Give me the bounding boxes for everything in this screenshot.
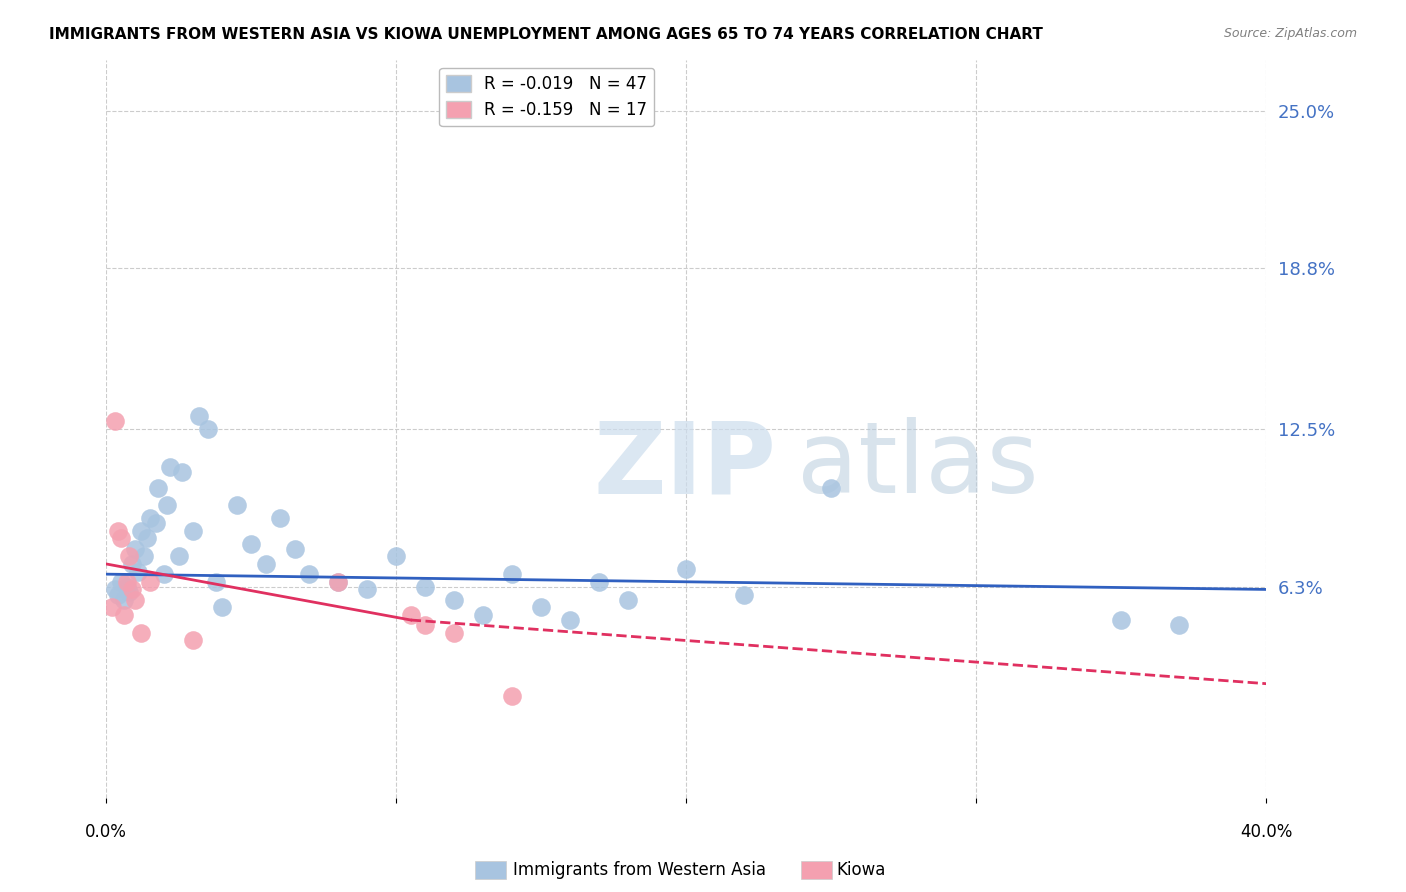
Point <box>385 549 408 564</box>
Point <box>399 607 422 622</box>
Point <box>443 625 465 640</box>
Point <box>188 409 211 424</box>
Point <box>254 557 277 571</box>
Point <box>167 549 190 564</box>
Point <box>101 600 124 615</box>
Point <box>118 549 141 564</box>
Point <box>328 574 350 589</box>
Bar <box>475 861 506 879</box>
Point <box>118 585 141 599</box>
Point <box>139 511 162 525</box>
Point <box>104 582 127 597</box>
Point <box>240 536 263 550</box>
Point <box>328 574 350 589</box>
Point <box>298 567 321 582</box>
Point <box>156 499 179 513</box>
Point <box>153 567 176 582</box>
Point <box>121 557 143 571</box>
Point <box>413 580 436 594</box>
Point <box>1168 618 1191 632</box>
Point <box>159 460 181 475</box>
Point <box>127 565 149 579</box>
Point <box>148 481 170 495</box>
Point <box>139 574 162 589</box>
Text: IMMIGRANTS FROM WESTERN ASIA VS KIOWA UNEMPLOYMENT AMONG AGES 65 TO 74 YEARS COR: IMMIGRANTS FROM WESTERN ASIA VS KIOWA UN… <box>49 27 1043 42</box>
Point <box>115 574 138 589</box>
Text: Kiowa: Kiowa <box>837 861 886 879</box>
Point <box>211 600 233 615</box>
Point <box>145 516 167 531</box>
Point <box>356 582 378 597</box>
Point <box>1111 613 1133 627</box>
Point <box>115 580 138 594</box>
Point <box>135 532 157 546</box>
Legend: R = -0.019   N = 47, R = -0.159   N = 17: R = -0.019 N = 47, R = -0.159 N = 17 <box>440 68 654 126</box>
Point <box>443 592 465 607</box>
Point <box>107 588 129 602</box>
Point <box>110 574 132 589</box>
Point <box>820 481 842 495</box>
Point <box>129 524 152 538</box>
Point <box>124 541 146 556</box>
Point <box>501 690 523 704</box>
Text: Source: ZipAtlas.com: Source: ZipAtlas.com <box>1223 27 1357 40</box>
Point <box>124 592 146 607</box>
Point <box>104 414 127 428</box>
Point <box>107 524 129 538</box>
Point <box>112 592 135 607</box>
Text: atlas: atlas <box>797 417 1038 515</box>
Text: 0.0%: 0.0% <box>86 823 127 841</box>
Point <box>269 511 291 525</box>
Point <box>197 422 219 436</box>
Point <box>472 607 495 622</box>
Point <box>675 562 697 576</box>
Point <box>121 582 143 597</box>
Point <box>112 607 135 622</box>
Point <box>588 574 610 589</box>
Point <box>129 625 152 640</box>
Text: ZIP: ZIP <box>593 417 776 515</box>
Point <box>205 574 228 589</box>
Point <box>181 524 204 538</box>
Text: Immigrants from Western Asia: Immigrants from Western Asia <box>513 861 766 879</box>
Point <box>181 633 204 648</box>
Bar <box>801 861 832 879</box>
Point <box>501 567 523 582</box>
Point <box>617 592 640 607</box>
Point <box>110 532 132 546</box>
Point <box>530 600 553 615</box>
Point <box>225 499 247 513</box>
Point <box>132 549 155 564</box>
Text: 40.0%: 40.0% <box>1240 823 1292 841</box>
Point <box>284 541 307 556</box>
Point <box>413 618 436 632</box>
Point <box>170 465 193 479</box>
Point <box>560 613 582 627</box>
Point <box>733 588 755 602</box>
